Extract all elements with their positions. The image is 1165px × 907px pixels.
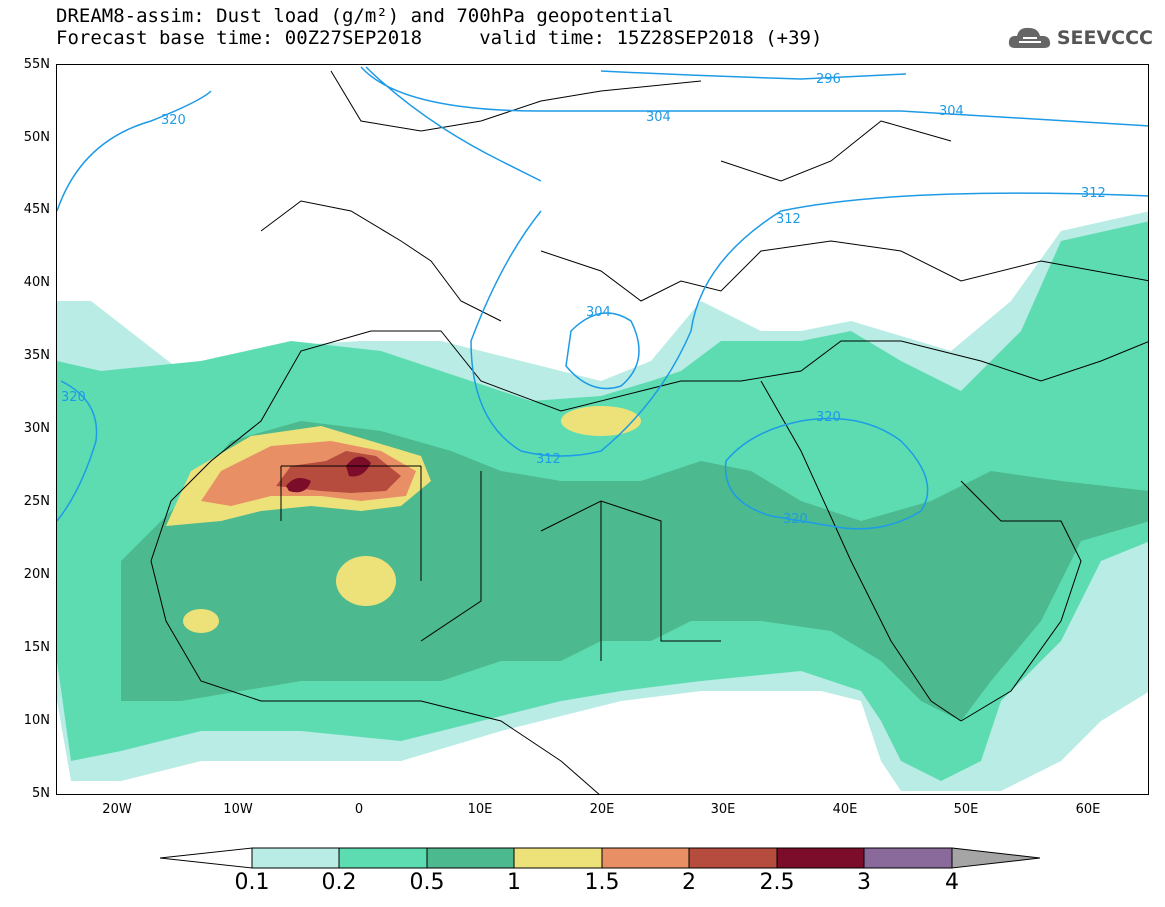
map-title: DREAM8-assim: Dust load (g/m²) and 700hP… (56, 5, 674, 27)
lat-label-55n: 55N (23, 57, 50, 72)
colorbar-label: 0.1 (234, 870, 270, 895)
colorbar-swatch (688, 847, 778, 869)
colorbar-swatch (338, 847, 428, 869)
contour-label: 320 (816, 410, 841, 425)
colorbar-label: 0.2 (321, 870, 357, 895)
contour-label: 312 (776, 212, 801, 227)
contour-312 (470, 192, 1148, 457)
contour-296 (600, 70, 907, 80)
contour-label: 320 (61, 390, 86, 405)
colorbar (160, 847, 1040, 869)
colorbar-label: 4 (945, 870, 959, 895)
lon-label-20e: 20E (589, 802, 615, 817)
colorbar-swatch (863, 847, 953, 869)
colorbar-swatch (251, 847, 340, 869)
contour-labels: 296 304 304 312 312 312 320 320 320 320 … (61, 72, 1106, 527)
colorbar-label: 2.5 (759, 870, 795, 895)
lon-label-10w: 10W (223, 802, 253, 817)
lat-label-5n: 5N (32, 786, 50, 801)
lon-label-50e: 50E (953, 802, 979, 817)
contour-label: 304 (646, 110, 671, 125)
lon-label-60e: 60E (1075, 802, 1101, 817)
colorbar-label: 3 (857, 870, 871, 895)
contour-320-east (724, 417, 929, 530)
cloud-icon (1008, 27, 1050, 48)
contour-label: 296 (816, 72, 841, 87)
lon-label-10e: 10E (467, 802, 493, 817)
contour-label: 312 (536, 452, 561, 467)
colorbar-swatch (513, 847, 603, 869)
lat-label-45n: 45N (23, 202, 50, 217)
contour-label: 312 (1081, 186, 1106, 201)
lat-label-30n: 30N (23, 421, 50, 436)
lat-label-25n: 25N (23, 494, 50, 509)
contour-304-low (565, 312, 640, 390)
colorbar-swatch (776, 847, 865, 869)
colorbar-arrow-right (951, 847, 1040, 869)
map-panel[interactable]: 296 304 304 312 312 312 320 320 320 320 … (56, 64, 1149, 795)
colorbar-label: 1 (507, 870, 521, 895)
lon-label-40e: 40E (832, 802, 858, 817)
contour-304 (360, 66, 1148, 182)
colorbar-label: 2 (682, 870, 696, 895)
contour-label: 304 (586, 305, 611, 320)
colorbar-label: 0.5 (409, 870, 445, 895)
contour-label: 304 (939, 104, 964, 119)
colorbar-swatch (601, 847, 690, 869)
lat-label-15n: 15N (23, 640, 50, 655)
colorbar-arrow-left (160, 847, 253, 869)
contour-320-nw (57, 90, 212, 212)
logo-text: SEEVCCC (1056, 27, 1153, 49)
seevccc-logo: SEEVCCC (1007, 24, 1153, 52)
lat-label-40n: 40N (23, 275, 50, 290)
dust-patch-south (336, 556, 396, 606)
lat-label-20n: 20N (23, 567, 50, 582)
geopotential-contours (57, 66, 1148, 530)
lon-label-30e: 30E (710, 802, 736, 817)
contour-320-west (57, 380, 98, 522)
dust-patch-sudan (183, 609, 219, 633)
dust-load-map: 296 304 304 312 312 312 320 320 320 320 … (57, 66, 1148, 794)
dust-field (57, 211, 1148, 791)
dust-patch-libya (561, 406, 641, 436)
colorbar-label: 1.5 (584, 870, 620, 895)
lon-label-20w: 20W (102, 802, 132, 817)
coastlines (150, 70, 1148, 794)
lon-label-0: 0 (354, 802, 364, 817)
contour-label: 320 (161, 113, 186, 128)
contour-label: 320 (783, 512, 808, 527)
map-subtitle: Forecast base time: 00Z27SEP2018 valid t… (56, 27, 823, 49)
lat-label-10n: 10N (23, 713, 50, 728)
colorbar-swatch (426, 847, 515, 869)
lat-label-50n: 50N (23, 130, 50, 145)
lat-label-35n: 35N (23, 348, 50, 363)
